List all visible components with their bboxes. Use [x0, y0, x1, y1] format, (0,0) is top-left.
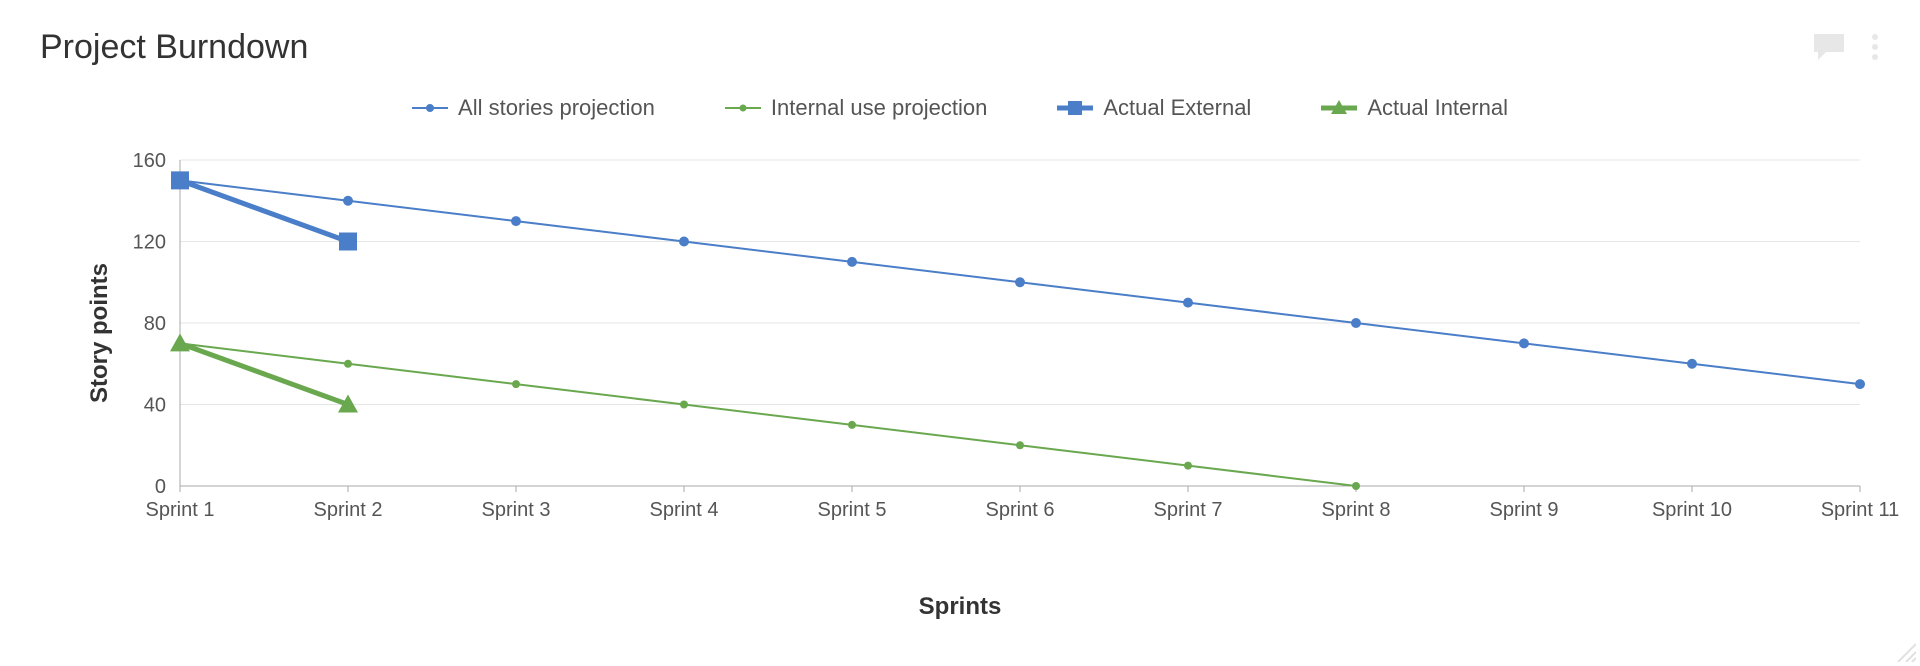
resize-handle-icon[interactable]	[1894, 640, 1916, 662]
point-internal-use-projection[interactable]	[848, 421, 856, 429]
point-all-stories-projection[interactable]	[1855, 379, 1865, 389]
svg-text:Sprint 2: Sprint 2	[314, 499, 383, 521]
svg-text:Sprint 6: Sprint 6	[986, 499, 1055, 521]
point-all-stories-projection[interactable]	[679, 237, 689, 247]
svg-text:Sprint 5: Sprint 5	[818, 499, 887, 521]
point-all-stories-projection[interactable]	[1687, 359, 1697, 369]
series-internal-use-projection	[180, 343, 1356, 486]
svg-text:Sprint 11: Sprint 11	[1821, 499, 1900, 521]
point-internal-use-projection[interactable]	[512, 380, 520, 388]
legend-swatch-actual-int	[1321, 98, 1357, 118]
point-all-stories-projection[interactable]	[511, 216, 521, 226]
point-internal-use-projection[interactable]	[344, 360, 352, 368]
more-icon[interactable]	[1870, 32, 1880, 62]
card-title: Project Burndown	[40, 28, 308, 67]
series-actual-external	[180, 180, 348, 241]
card-header: Project Burndown	[40, 22, 1880, 72]
legend-swatch-actual-ext	[1057, 98, 1093, 118]
chart-legend: All stories projection Internal use proj…	[0, 95, 1920, 121]
svg-text:160: 160	[133, 150, 166, 172]
legend-item-actual-internal[interactable]: Actual Internal	[1321, 95, 1508, 121]
svg-text:40: 40	[144, 395, 166, 417]
legend-item-actual-external[interactable]: Actual External	[1057, 95, 1251, 121]
burndown-chart: 0 40 80 120 160 Sprint 1 Sprint 2 Sprint 3 Sprin…	[100, 150, 1880, 536]
point-all-stories-projection[interactable]	[1351, 318, 1361, 328]
point-actual-external[interactable]	[339, 233, 357, 251]
svg-text:Sprint 1: Sprint 1	[146, 499, 215, 521]
legend-swatch-all-stories	[412, 98, 448, 118]
svg-text:Sprint 4: Sprint 4	[650, 499, 719, 521]
svg-text:Sprint 10: Sprint 10	[1652, 499, 1732, 521]
comment-icon[interactable]	[1812, 32, 1846, 62]
svg-text:80: 80	[144, 313, 166, 335]
point-actual-internal[interactable]	[170, 333, 190, 351]
legend-item-internal-use-projection[interactable]: Internal use projection	[725, 95, 987, 121]
svg-text:Sprint 3: Sprint 3	[482, 499, 551, 521]
point-all-stories-projection[interactable]	[343, 196, 353, 206]
burndown-card: Project Burndown All stories projection …	[0, 0, 1920, 666]
point-all-stories-projection[interactable]	[1519, 338, 1529, 348]
point-internal-use-projection[interactable]	[680, 401, 688, 409]
svg-text:0: 0	[155, 476, 166, 498]
svg-text:Sprint 8: Sprint 8	[1322, 499, 1391, 521]
point-actual-external[interactable]	[171, 171, 189, 189]
point-internal-use-projection[interactable]	[1352, 482, 1360, 490]
x-axis-title: Sprints	[0, 593, 1920, 621]
point-all-stories-projection[interactable]	[847, 257, 857, 267]
point-all-stories-projection[interactable]	[1015, 277, 1025, 287]
svg-text:Sprint 7: Sprint 7	[1154, 499, 1223, 521]
legend-label: Actual External	[1103, 95, 1251, 121]
point-all-stories-projection[interactable]	[1183, 298, 1193, 308]
point-internal-use-projection[interactable]	[1184, 462, 1192, 470]
legend-label: Actual Internal	[1367, 95, 1508, 121]
legend-label: All stories projection	[458, 95, 655, 121]
point-internal-use-projection[interactable]	[1016, 441, 1024, 449]
card-header-actions	[1812, 32, 1880, 62]
legend-label: Internal use projection	[771, 95, 987, 121]
plot-area: 0 40 80 120 160 Sprint 1 Sprint 2 Sprint 3 Sprin…	[100, 150, 1880, 536]
svg-text:120: 120	[133, 232, 166, 254]
svg-text:Sprint 9: Sprint 9	[1490, 499, 1559, 521]
legend-swatch-internal-proj	[725, 98, 761, 118]
legend-item-all-stories-projection[interactable]: All stories projection	[412, 95, 655, 121]
series-actual-internal	[180, 343, 348, 404]
